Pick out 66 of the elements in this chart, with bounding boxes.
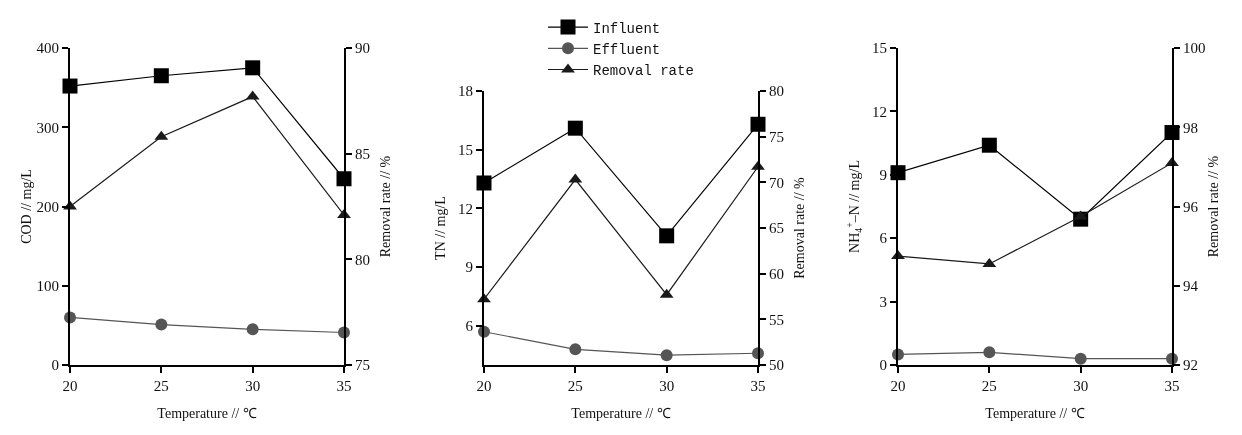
legend-label: Influent xyxy=(593,20,661,37)
x-tick-label: 35 xyxy=(1164,378,1180,394)
y2-tick-label: 94 xyxy=(1183,278,1199,294)
x-axis-title: Temperature // ℃ xyxy=(571,406,671,421)
y-axis-title: COD // mg/L xyxy=(19,169,34,244)
x-tick-label: 20 xyxy=(62,378,78,394)
y2-tick-label: 98 xyxy=(1183,119,1198,136)
y2-tick-label: 75 xyxy=(769,128,784,145)
y2-tick-label: 100 xyxy=(1183,40,1206,57)
y-tick-label: 12 xyxy=(458,200,473,217)
y-tick-label: 200 xyxy=(36,198,59,215)
x-tick-label: 25 xyxy=(567,378,583,394)
point xyxy=(153,68,169,84)
point xyxy=(1074,352,1087,365)
point xyxy=(246,323,259,336)
x-tick-label: 35 xyxy=(336,378,352,394)
y2-tick-label: 55 xyxy=(769,311,784,328)
x-tick-label: 30 xyxy=(245,378,261,394)
y-tick-label: 6 xyxy=(465,318,474,335)
y2-tick-label: 75 xyxy=(355,357,370,374)
x-tick-label: 35 xyxy=(750,378,766,394)
x-tick-label: 20 xyxy=(476,378,492,394)
y-tick-label: 100 xyxy=(36,278,59,294)
point xyxy=(659,228,675,244)
y-tick-label: 15 xyxy=(872,40,887,57)
y2-tick-label: 96 xyxy=(1183,198,1199,215)
y-tick-label: 18 xyxy=(458,83,473,100)
point xyxy=(245,60,261,76)
x-tick-label: 20 xyxy=(890,378,906,394)
point xyxy=(567,120,583,136)
x-tick-label: 25 xyxy=(981,378,997,394)
y-tick-label: 6 xyxy=(879,230,888,247)
y-tick-label: 12 xyxy=(872,103,887,120)
y2-tick-label: 80 xyxy=(769,83,784,100)
y2-axis-title: Removal rate // % xyxy=(792,176,807,279)
y-tick-label: 3 xyxy=(879,293,887,310)
x-tick-label: 25 xyxy=(153,378,169,394)
y-tick-label: 15 xyxy=(458,141,473,158)
y-tick-label: 9 xyxy=(465,259,473,276)
y2-tick-label: 90 xyxy=(355,40,370,57)
point xyxy=(569,343,582,356)
x-tick-label: 30 xyxy=(659,378,675,394)
y-tick-label: 400 xyxy=(36,40,59,57)
x-tick-label: 30 xyxy=(1073,378,1089,394)
x-axis-title: Temperature // ℃ xyxy=(157,406,257,421)
point xyxy=(660,349,673,362)
y2-tick-label: 70 xyxy=(769,174,784,191)
y-tick-label: 0 xyxy=(51,357,59,374)
y2-tick-label: 92 xyxy=(1183,357,1198,374)
y2-tick-label: 50 xyxy=(769,357,784,374)
point xyxy=(981,137,997,153)
x-axis-title: Temperature // ℃ xyxy=(985,406,1085,421)
y-tick-label: 0 xyxy=(879,357,887,374)
legend-label: Removal rate xyxy=(593,62,694,79)
y2-axis-title: Removal rate // % xyxy=(378,155,393,258)
y-tick-label: 300 xyxy=(36,119,59,136)
legend-label: Effluent xyxy=(593,41,661,58)
y2-tick-label: 85 xyxy=(355,145,370,162)
y2-tick-label: 80 xyxy=(355,251,370,268)
point xyxy=(983,346,996,359)
y2-axis-title: Removal rate // % xyxy=(1206,155,1221,258)
point xyxy=(155,318,168,331)
y2-tick-label: 60 xyxy=(769,265,784,282)
y2-tick-label: 65 xyxy=(769,220,784,237)
y-axis-title: TN // mg/L xyxy=(433,196,448,260)
y-tick-label: 9 xyxy=(879,167,887,184)
